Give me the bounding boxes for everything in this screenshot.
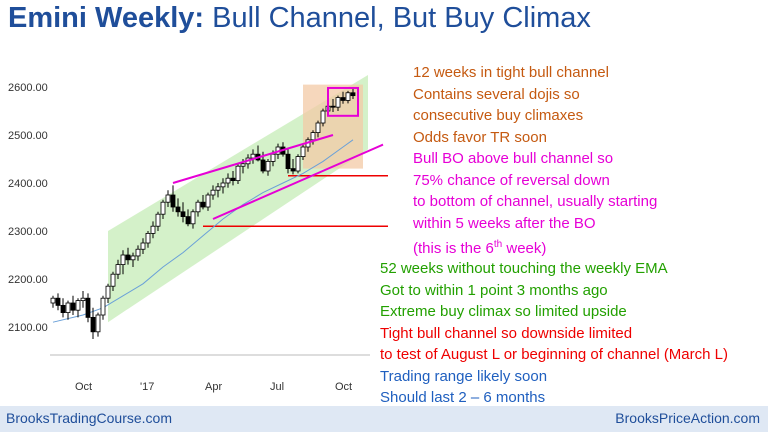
annotation-bottom-line: 52 weeks without touching the weekly EMA [380, 260, 668, 277]
footer-left-link[interactable]: BrooksTradingCourse.com [6, 410, 172, 426]
ema-line [52, 139, 354, 323]
candle-body [150, 225, 156, 234]
candle-body [155, 213, 161, 227]
candle-body [160, 201, 166, 215]
candle-body [85, 297, 91, 318]
candle-body [350, 92, 356, 97]
candle-body [345, 92, 351, 101]
candle-body [335, 97, 341, 108]
candle-body [300, 146, 306, 157]
annotation-top-line: Contains several dojis so [413, 85, 580, 103]
annotation-bottom-line: Got to within 1 point 3 months ago [380, 281, 608, 299]
candle-body [205, 194, 211, 208]
candle-body [135, 248, 141, 257]
annotation-bottom-line: Trading range likely soon [380, 367, 548, 385]
candle-body [260, 159, 266, 172]
candle-body [320, 110, 326, 124]
candle-body [250, 153, 256, 159]
candle-body [125, 254, 131, 261]
candle-body [60, 304, 66, 313]
x-tick-label: Jul [270, 381, 284, 393]
candle-body [140, 242, 146, 250]
candle-body [145, 232, 151, 244]
candle-body [185, 216, 191, 225]
candle-body [290, 168, 296, 172]
candle-body [340, 97, 346, 101]
candle-body [100, 297, 106, 316]
candle-body [270, 153, 276, 162]
candle-body [115, 264, 121, 275]
candle-body [200, 201, 206, 208]
candle-body [195, 201, 201, 213]
annotation-bottom-line: Should last 2 – 6 months [380, 389, 546, 406]
candle-body [180, 211, 186, 218]
y-tick-label: 2600.00 [8, 82, 48, 94]
candle-body [90, 316, 96, 333]
annotation-top-line: (this is the 6th week) [413, 239, 547, 257]
y-tick-label: 2200.00 [8, 274, 48, 286]
x-tick-label: '17 [140, 381, 154, 393]
annotation-top-line: Odds favor TR soon [413, 128, 547, 146]
candle-body [265, 160, 271, 172]
candle-body [170, 194, 176, 208]
candle-body [165, 194, 171, 203]
breakout-highlight-box [327, 86, 359, 117]
candle-body [130, 255, 136, 261]
candle-body [75, 300, 81, 311]
candle-body [65, 302, 71, 314]
annotation-top-line: Bull BO above bull channel so [413, 150, 614, 167]
candle-body [210, 189, 216, 196]
annotation-bottom-line: Extreme buy climax so limited upside [380, 303, 627, 320]
footer-bar [0, 406, 768, 432]
y-tick-label: 2400.00 [8, 178, 48, 190]
page-title: Emini Weekly: Bull Channel, But Buy Clim… [8, 2, 591, 34]
channel-line-upper [172, 134, 334, 184]
y-tick-label: 2500.00 [8, 130, 48, 142]
buy-climax-zone [303, 84, 363, 169]
candle-body [105, 285, 111, 299]
annotation-top-line: 75% chance of reversal down [413, 171, 610, 189]
candle-body [215, 186, 221, 191]
annotation-top-line: 12 weeks in tight bull channel [413, 64, 609, 81]
candle-body [80, 297, 86, 302]
candle-body [330, 105, 336, 108]
candle-body [55, 297, 61, 306]
annotation-top-line: consecutive buy climaxes [413, 107, 584, 124]
candle-body [110, 273, 116, 287]
annotation-top-line: to bottom of channel, usually starting [413, 193, 658, 210]
annotation-bottom-line: to test of August L or beginning of chan… [380, 346, 728, 363]
candle-body [315, 122, 321, 133]
candle-body [285, 153, 291, 169]
x-tick-label: Apr [205, 381, 222, 393]
x-tick-label: Oct [75, 381, 92, 393]
candle-body [225, 177, 231, 184]
candle-body [310, 132, 316, 141]
x-tick-label: Oct [335, 381, 352, 393]
candle-body [295, 156, 301, 172]
y-tick-label: 2300.00 [8, 226, 48, 238]
candle-body [120, 254, 126, 266]
candle-body [95, 314, 101, 333]
candle-body [230, 177, 236, 181]
candle-body [190, 211, 196, 225]
candle-body [70, 302, 76, 311]
candle-body [175, 206, 181, 213]
footer-right-link[interactable]: BrooksPriceAction.com [615, 410, 760, 426]
annotation-top-line: within 5 weeks after the BO [413, 214, 596, 232]
annotation-bottom-line: Tight bull channel so downside limited [380, 324, 633, 342]
candle-body [220, 182, 226, 188]
candle-body [235, 165, 241, 181]
y-tick-label: 2100.00 [8, 322, 48, 334]
channel-line-lower [212, 143, 384, 220]
candle-body [240, 163, 246, 167]
candle-body [50, 297, 56, 304]
